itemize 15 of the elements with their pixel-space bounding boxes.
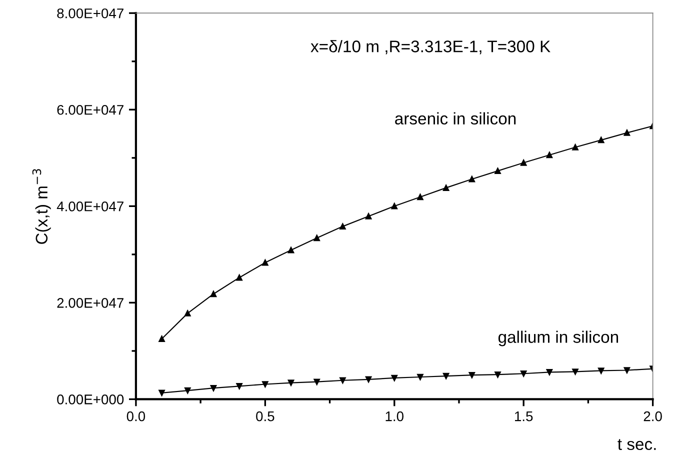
series-label: gallium in silicon xyxy=(498,330,618,346)
x-tick-label: 1.5 xyxy=(515,412,533,422)
y-tick-label: 0.00E+000 xyxy=(57,394,124,404)
annotation: x=δ/10 m ,R=3.313E-1, T=300 K xyxy=(310,40,550,54)
y-tick-label: 8.00E+047 xyxy=(57,8,124,18)
x-tick-label: 2.0 xyxy=(644,411,662,422)
y-tick-label: 2.00E+047 xyxy=(57,298,124,308)
y-axis-title: C(x,t) m$^{−3}$ xyxy=(32,169,51,244)
y-tick-label: 6.00E+047 xyxy=(57,104,124,115)
x-tick-label: 0.0 xyxy=(126,411,146,422)
y-tick-label: 4.00E+047 xyxy=(56,201,124,212)
x-axis-title: t sec. xyxy=(618,439,656,450)
x-tick-label: 0.5 xyxy=(256,411,274,422)
x-tick-label: 1.0 xyxy=(386,411,404,422)
text: arsenic in silicon xyxy=(395,112,516,125)
